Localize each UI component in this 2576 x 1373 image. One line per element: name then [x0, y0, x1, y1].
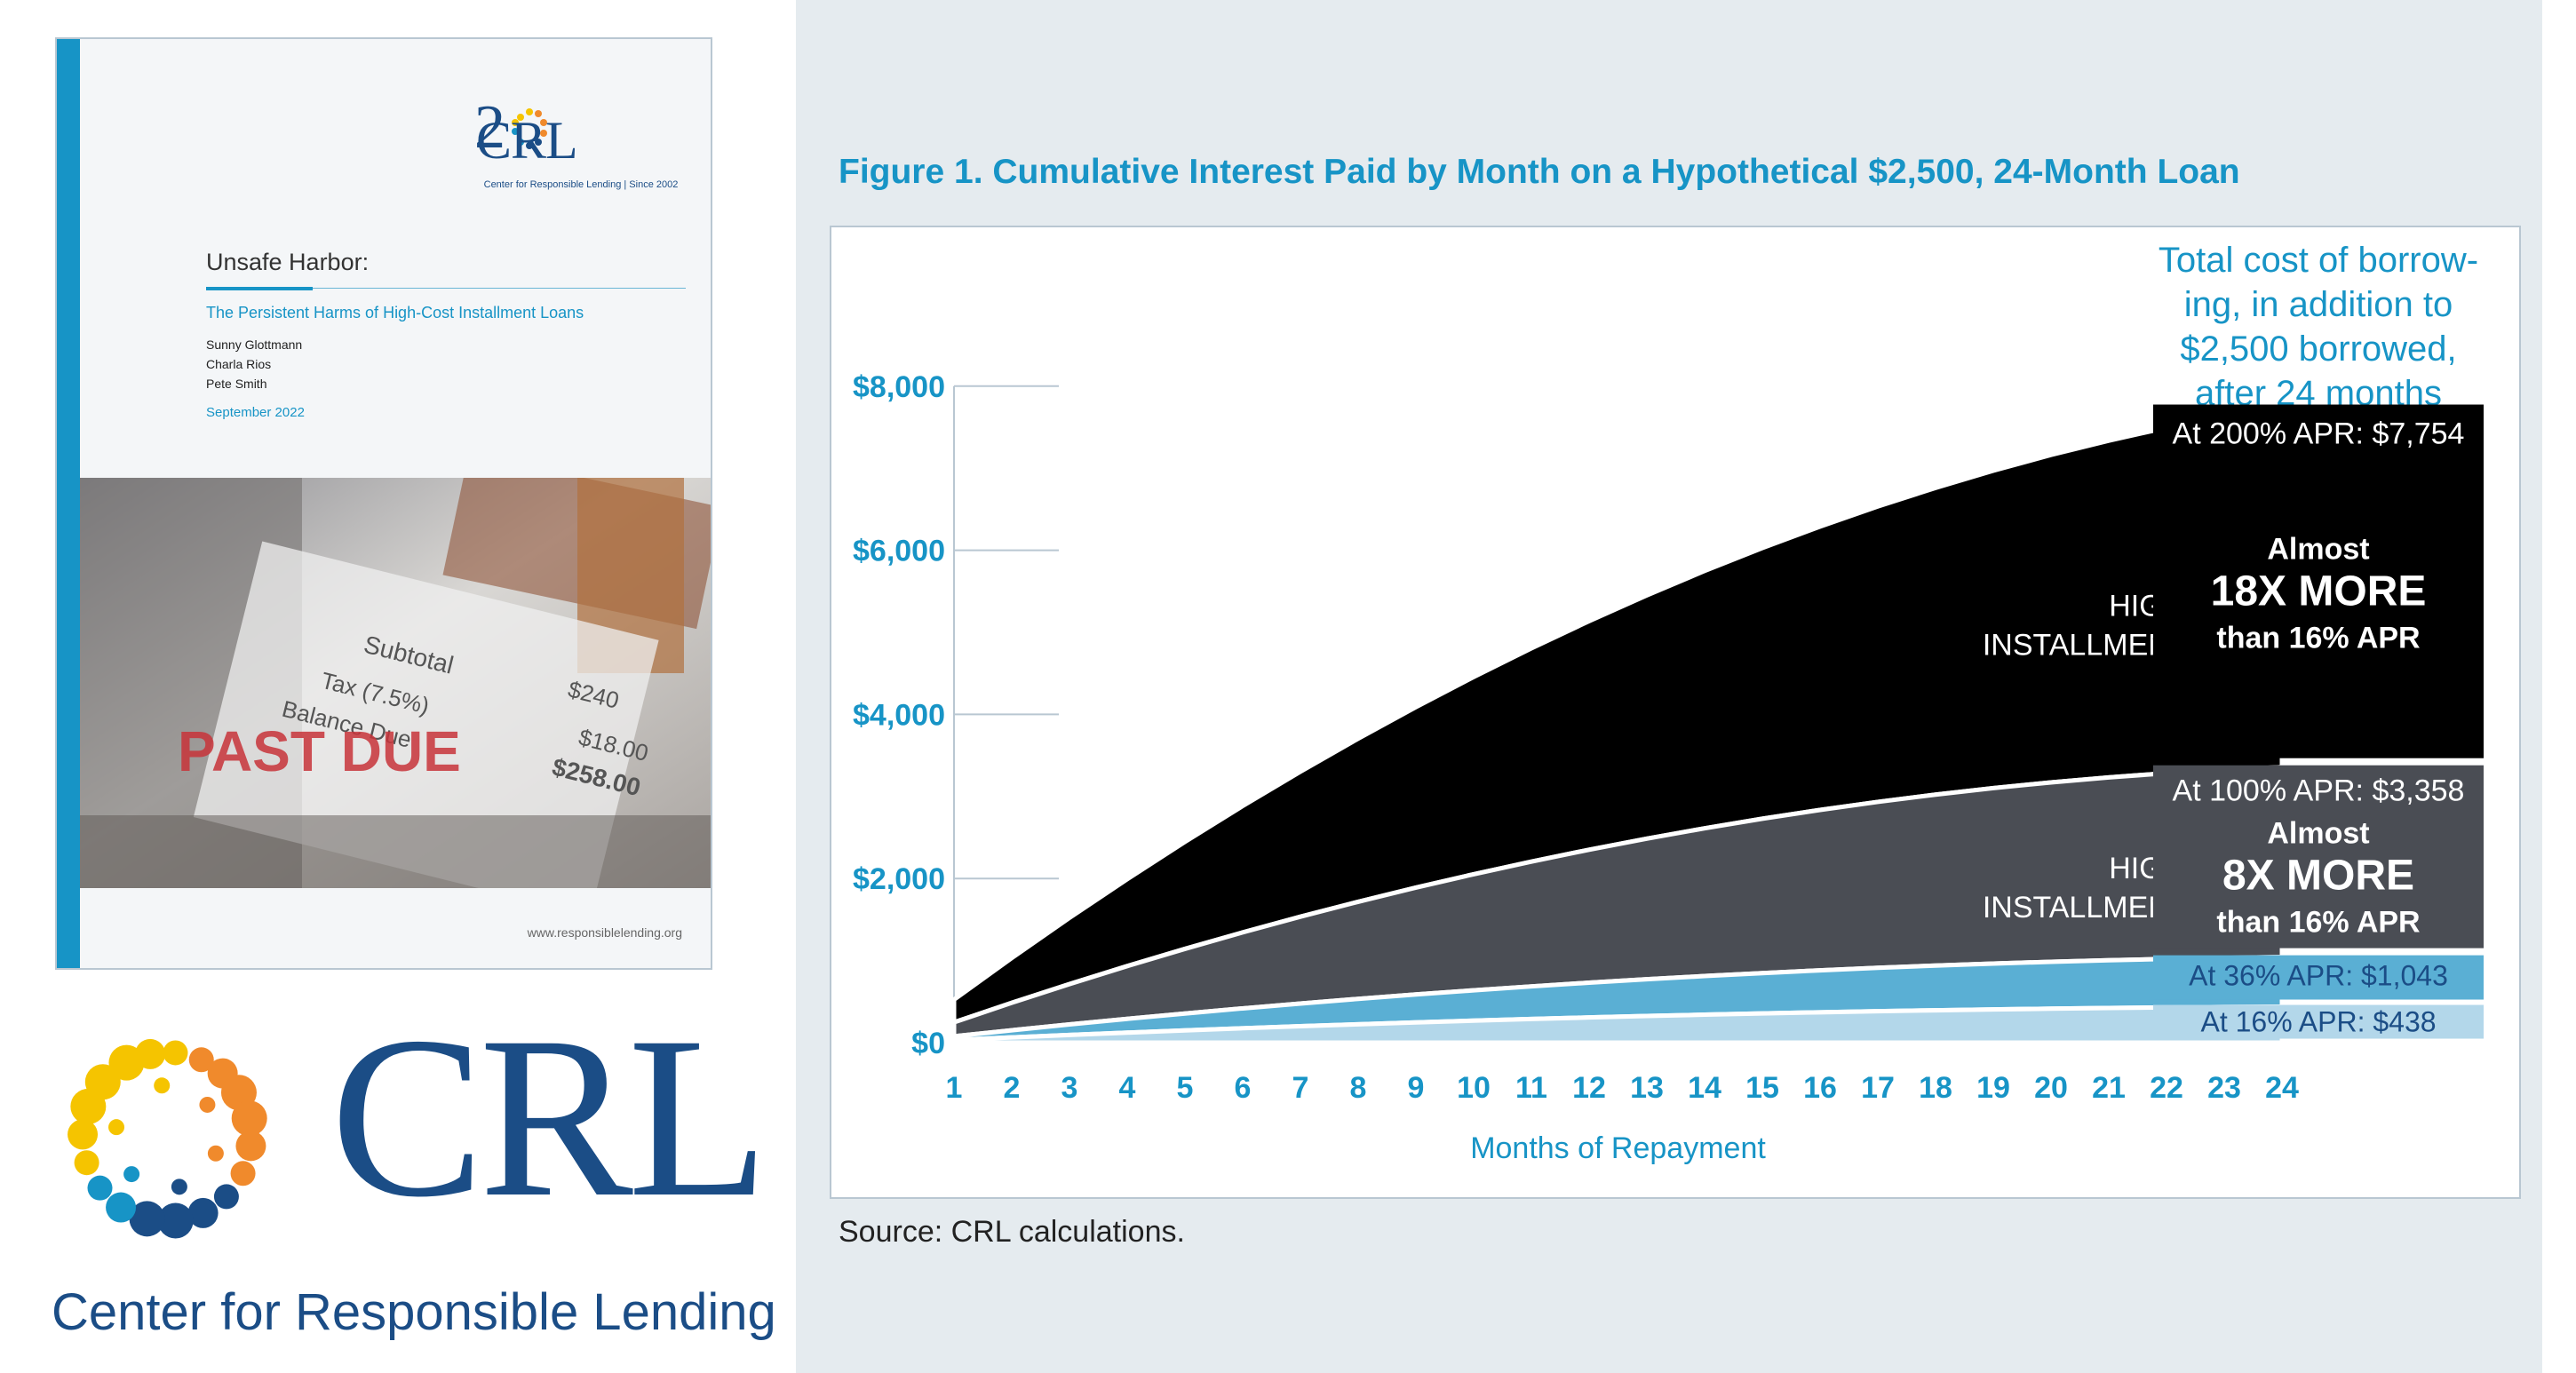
- x-tick-label: 7: [1292, 1071, 1309, 1105]
- x-tick-label: 12: [1572, 1071, 1606, 1105]
- callout-apr-text: At 36% APR: $1,043: [2189, 960, 2448, 992]
- callout-apr-text: At 100% APR: $3,358: [2173, 774, 2465, 808]
- callout-box-200: [2153, 404, 2484, 758]
- x-tick-label: 18: [1919, 1071, 1952, 1105]
- callout-than: than 16% APR: [2216, 622, 2420, 655]
- x-tick-label: 4: [1119, 1071, 1136, 1105]
- logo-dot: [106, 1192, 137, 1223]
- y-tick-label: $6,000: [853, 535, 945, 568]
- chart-box: $0$2,000$4,000$6,000$8,000HIGH-COSTINSTA…: [830, 226, 2521, 1199]
- x-tick-label: 2: [1004, 1071, 1021, 1105]
- x-tick-label: 8: [1350, 1071, 1367, 1105]
- logo-dot: [154, 1077, 171, 1094]
- logo-dot: [188, 1047, 214, 1073]
- callout-header: Total cost of borrow-: [2159, 241, 2478, 280]
- x-tick-label: 15: [1745, 1071, 1779, 1105]
- x-tick-label: 19: [1976, 1071, 2010, 1105]
- callout-almost: Almost: [2267, 817, 2369, 851]
- logo-dot: [123, 1166, 140, 1183]
- cover-photo: Subtotal Tax (7.5%) Balance Due $240 $18…: [80, 478, 711, 888]
- x-tick-label: 22: [2150, 1071, 2183, 1105]
- logo-dot: [207, 1145, 224, 1162]
- callout-than: than 16% APR: [2216, 906, 2420, 940]
- cover-title-rule: [206, 287, 313, 290]
- logo-dot: [199, 1096, 216, 1113]
- cover-logo-text: CRL: [476, 111, 578, 170]
- cover-date: September 2022: [206, 405, 305, 420]
- logo-dot: [129, 1201, 165, 1237]
- report-cover[interactable]: 2 CRL Center for Responsible Lending | S…: [55, 37, 712, 970]
- cover-title: Unsafe Harbor:: [206, 249, 370, 275]
- callout-box-100: [2153, 765, 2484, 948]
- logo-dot: [87, 1175, 113, 1201]
- cover-author: Charla Rios: [206, 357, 272, 371]
- chart-svg: $0$2,000$4,000$6,000$8,000HIGH-COSTINSTA…: [853, 241, 2484, 1165]
- figure-source: Source: CRL calculations.: [839, 1215, 1185, 1249]
- callout-box-16: [2153, 1004, 2484, 1039]
- logo-dot: [231, 1100, 267, 1137]
- logo-dot: [74, 1150, 99, 1176]
- x-tick-label: 23: [2207, 1071, 2241, 1105]
- y-tick-label: $8,000: [853, 370, 945, 404]
- x-tick-label: 3: [1061, 1071, 1078, 1105]
- cover-author: Pete Smith: [206, 377, 267, 391]
- x-tick-label: 24: [2265, 1071, 2299, 1105]
- x-axis-title: Months of Repayment: [1470, 1131, 1766, 1165]
- y-tick-label: $4,000: [853, 698, 945, 732]
- cover-title-rule-thin: [313, 288, 686, 289]
- svg-text:2: 2: [474, 93, 505, 162]
- logo-dot: [163, 1040, 188, 1066]
- callout-header: $2,500 borrowed,: [2180, 329, 2456, 369]
- organization-name: Center for Responsible Lending: [52, 1283, 776, 1341]
- x-tick-label: 6: [1235, 1071, 1252, 1105]
- x-tick-label: 9: [1408, 1071, 1425, 1105]
- logo-dot: [84, 1064, 121, 1100]
- x-tick-label: 17: [1861, 1071, 1895, 1105]
- x-tick-label: 21: [2092, 1071, 2126, 1105]
- cover-author: Sunny Glottmann: [206, 337, 303, 352]
- cover-url: www.responsiblelending.org: [527, 925, 682, 940]
- callout-multiple: 8X MORE: [2222, 853, 2414, 900]
- logo-dot: [187, 1197, 219, 1228]
- logo-dot: [230, 1161, 256, 1186]
- crl-logo-icon: [68, 1038, 267, 1239]
- y-tick-label: $2,000: [853, 862, 945, 896]
- y-tick-label: $0: [911, 1027, 945, 1060]
- callout-box-36: [2153, 955, 2484, 1000]
- crl-logo-letters: CRL: [330, 989, 769, 1245]
- x-tick-label: 16: [1803, 1071, 1837, 1105]
- cover-stripe: [57, 39, 80, 968]
- callout-multiple: 18X MORE: [2211, 568, 2427, 615]
- callout-apr-text: At 16% APR: $438: [2200, 1006, 2436, 1038]
- logo-dot: [213, 1184, 239, 1210]
- past-due-stamp: PAST DUE: [178, 719, 461, 783]
- logo-dot: [68, 1119, 99, 1150]
- x-tick-label: 20: [2034, 1071, 2068, 1105]
- x-tick-label: 1: [946, 1071, 963, 1105]
- cover-logo-tagline: Center for Responsible Lending | Since 2…: [483, 179, 679, 190]
- cover-subtitle: The Persistent Harms of High-Cost Instal…: [206, 304, 584, 321]
- callout-apr-text: At 200% APR: $7,754: [2173, 417, 2465, 451]
- callout-almost: Almost: [2267, 533, 2369, 567]
- logo-dot: [171, 1179, 187, 1195]
- logo-dot: [135, 1038, 166, 1069]
- x-tick-label: 14: [1688, 1071, 1721, 1105]
- figure-title: Figure 1. Cumulative Interest Paid by Mo…: [839, 153, 2240, 191]
- cover-logo-mark: 2: [474, 93, 547, 162]
- logo-dot: [235, 1131, 266, 1162]
- x-tick-label: 11: [1515, 1071, 1547, 1105]
- x-tick-label: 10: [1457, 1071, 1491, 1105]
- x-tick-label: 5: [1177, 1071, 1194, 1105]
- callout-header: ing, in addition to: [2184, 285, 2453, 324]
- x-tick-label: 13: [1630, 1071, 1664, 1105]
- logo-dot: [157, 1202, 194, 1239]
- logo-dot: [108, 1119, 125, 1136]
